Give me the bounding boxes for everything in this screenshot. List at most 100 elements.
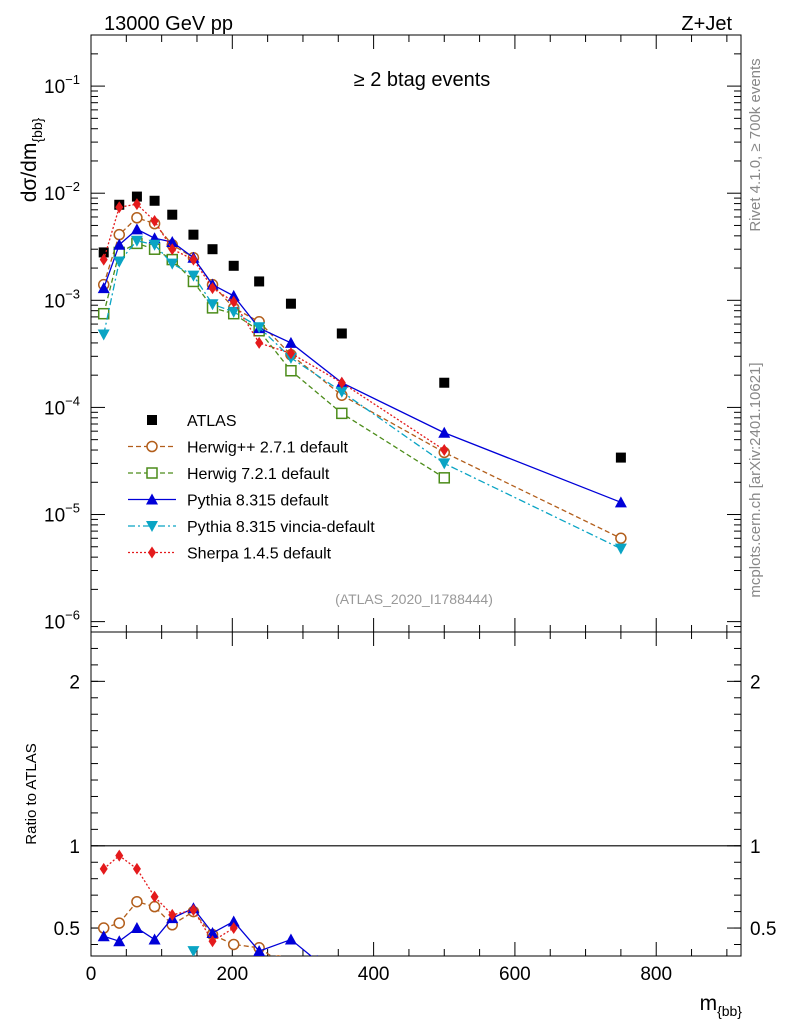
y-tick-exp: −3 — [65, 286, 80, 301]
y-tick-exp: −2 — [65, 179, 80, 194]
ratio-point — [168, 908, 177, 921]
data-point — [615, 532, 627, 545]
y-tick-base: 10 — [44, 398, 65, 419]
data-point — [285, 364, 297, 377]
y-tick-exp: −5 — [65, 501, 80, 516]
ratio-point — [227, 938, 240, 951]
ratio-point — [189, 903, 198, 916]
series-line — [103, 217, 622, 539]
data-point — [113, 256, 126, 268]
data-point — [148, 239, 161, 251]
ratio-y-tick-label: 1 — [69, 837, 80, 858]
side-label-bottom: mcplots.cern.ch [arXiv:2401.10621] — [747, 362, 764, 597]
mcplots-label: mcplots.cern.ch [arXiv:2401.10621] — [747, 362, 764, 597]
data-point — [438, 458, 451, 470]
y-tick-base: 10 — [44, 613, 65, 634]
data-point — [336, 407, 348, 420]
main-y-label-sub: {bb} — [29, 117, 45, 142]
x-tick-label: 0 — [86, 964, 97, 985]
ratio-point — [115, 849, 124, 862]
data-point — [97, 282, 110, 294]
ratio-point — [229, 922, 238, 935]
legend-marker — [146, 493, 158, 505]
legend-entry: Pythia 8.315 vincia-default — [128, 519, 375, 536]
data-point — [438, 426, 451, 438]
x-tick-label: 200 — [216, 964, 248, 985]
series-line — [103, 240, 622, 550]
data-point — [132, 198, 141, 211]
legend-label: Pythia 8.315 vincia-default — [187, 519, 375, 536]
data-point — [131, 211, 143, 224]
data-point — [206, 299, 219, 311]
legend-label: Pythia 8.315 default — [187, 493, 329, 510]
data-point — [335, 386, 348, 398]
x-axis-label: m{bb} — [700, 992, 743, 1019]
data-point — [229, 295, 238, 308]
ratio-series-2 — [187, 946, 200, 956]
data-point — [130, 223, 143, 235]
data-point — [149, 195, 160, 206]
ratio-plot-frame — [90, 631, 742, 957]
ratio-point — [132, 862, 141, 875]
data-point — [207, 244, 218, 255]
legend-marker — [146, 440, 158, 453]
plot-selection-label: ≥ 2 btag events — [354, 69, 491, 91]
ratio-point — [148, 933, 161, 945]
ratio-axes: 0.5 0.5 1 1 2 2 0 200 400 600 800 — [54, 632, 776, 985]
ratio-point — [227, 915, 240, 927]
legend: ATLAS Herwig++ 2.7.1 default Herwig 7.2.1 … — [128, 413, 375, 563]
ratio-point — [275, 955, 282, 956]
data-point — [150, 215, 159, 228]
process-label: Z+Jet — [681, 13, 732, 35]
main-series-4 — [97, 235, 627, 555]
data-point — [208, 282, 217, 295]
data-point — [439, 377, 450, 388]
ratio-series-1 — [97, 902, 318, 956]
data-point — [254, 276, 265, 287]
x-label-sub: {bb} — [717, 1003, 742, 1019]
data-point — [614, 496, 627, 508]
data-point — [615, 452, 626, 463]
ratio-y-label-text: Ratio to ATLAS — [23, 743, 40, 844]
y-tick-label: 10−4 — [44, 393, 80, 419]
rivet-version-label: Rivet 4.1.0, ≥ 700k events — [747, 58, 764, 231]
x-tick-label: 800 — [640, 964, 672, 985]
legend-label: ATLAS — [187, 413, 237, 430]
y-tick-label: 10−1 — [44, 72, 80, 98]
y-tick-base: 10 — [44, 77, 65, 98]
legend-marker — [146, 521, 158, 532]
series-line — [103, 228, 622, 503]
data-point — [227, 306, 240, 318]
ratio-y-tick-label-right: 1 — [750, 837, 761, 858]
data-point — [337, 376, 346, 389]
data-point — [440, 444, 449, 457]
ratio-point — [131, 895, 143, 908]
ratio-point — [316, 954, 318, 956]
ratio-point — [208, 935, 217, 948]
ratio-point — [97, 930, 110, 942]
ratio-point — [113, 935, 126, 947]
ratio-point — [150, 890, 159, 903]
data-point — [286, 347, 295, 360]
x-tick-label: 400 — [358, 964, 390, 985]
y-tick-base: 10 — [44, 184, 65, 205]
data-point — [614, 543, 627, 555]
ratio-point — [99, 862, 108, 875]
ratio-point — [148, 900, 161, 913]
data-point — [98, 247, 109, 258]
ratio-point — [130, 922, 143, 934]
data-point — [336, 328, 347, 339]
ratio-series-line — [103, 900, 273, 956]
series-line — [103, 242, 445, 479]
main-plot-frame — [90, 34, 742, 633]
data-point — [167, 209, 178, 220]
ratio-y-tick-label-right: 2 — [750, 672, 761, 693]
ratio-y-tick-label-right: 0.5 — [750, 919, 776, 940]
main-axes: 10−610−510−410−310−210−1 — [44, 35, 741, 634]
y-tick-exp: −6 — [65, 608, 80, 623]
y-tick-label: 10−3 — [44, 286, 80, 312]
legend-label: Herwig 7.2.1 default — [187, 466, 330, 483]
data-point — [284, 336, 297, 348]
y-tick-label: 10−6 — [44, 608, 80, 634]
